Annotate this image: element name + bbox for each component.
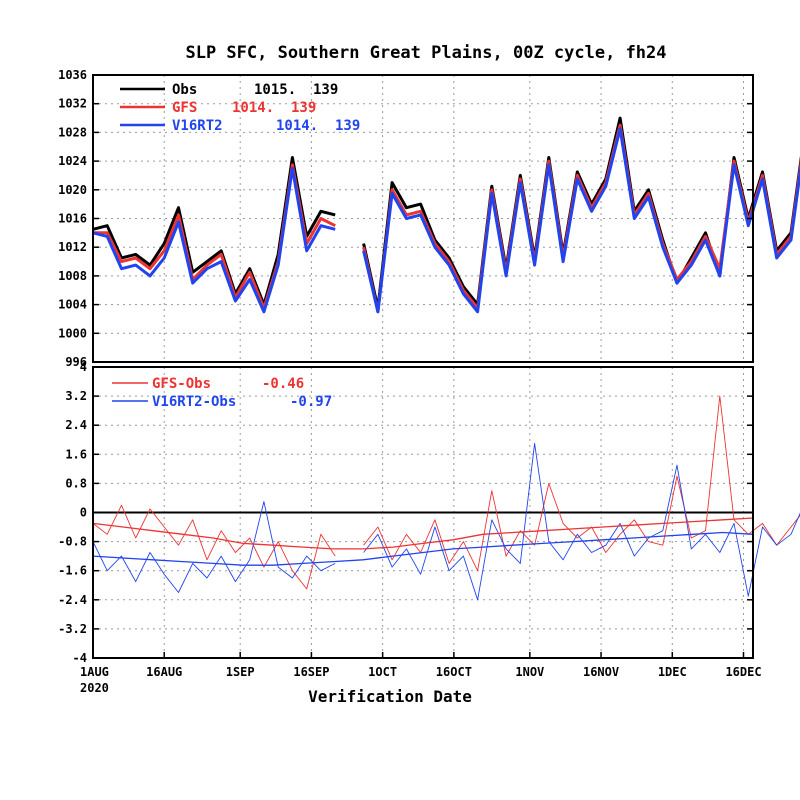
slp-y-tick-label: 1036 — [58, 68, 87, 82]
bias-legend: GFS-Obs -0.46 V16RT2-Obs -0.97 — [112, 376, 332, 410]
slp-y-tick-label: 1024 — [58, 154, 87, 168]
bias-y-tick-label: 4 — [80, 360, 87, 374]
x-tick-label: 16DEC — [725, 665, 761, 679]
series-line-v16rt2 — [92, 166, 336, 314]
slp-legend: Obs 1015. 139 GFS 1014. 139 V16RT2 1014.… — [120, 82, 360, 134]
slp-y-tick-label: 1000 — [58, 326, 87, 340]
bias-y-tick-label: 0 — [80, 506, 87, 520]
series-line-v16rt2 — [362, 127, 800, 314]
slp-y-tick-label: 996 — [65, 355, 87, 369]
bias-y-tick-label: -1.6 — [58, 564, 87, 578]
legend-stats-v16rt2-obs: -0.97 — [290, 394, 332, 410]
bias-y-tick-label: 2.4 — [65, 418, 87, 432]
slp-y-tick-label: 1016 — [58, 212, 87, 226]
series-line-obs — [92, 156, 336, 307]
slp-series — [92, 116, 800, 314]
legend-label-v16rt2-obs: V16RT2-Obs — [152, 394, 236, 410]
x-tick-label: 16NOV — [583, 665, 619, 679]
bias-y-ticks: -4 -3.2 -2.4 -1.6 -0.8 0 0.8 1.6 2.4 3.2 4 — [58, 360, 753, 665]
x-axis-ticks: 1AUG 16AUG 1SEP 16SEP 1OCT 16OCT 1NOV 16NOV 1DEC… — [80, 652, 762, 679]
x-tick-label: 1SEP — [226, 665, 255, 679]
x-tick-label: 16AUG — [146, 665, 182, 679]
series-line-gfs-obs-mean — [92, 517, 754, 550]
series-line-v16rt2-obs — [92, 501, 336, 593]
x-tick-label: 16OCT — [436, 665, 472, 679]
bias-y-tick-label: -2.4 — [58, 593, 87, 607]
series-line-v16rt2-obs — [363, 442, 800, 601]
x-tick-label: 1NOV — [515, 665, 544, 679]
bias-panel: -4 -3.2 -2.4 -1.6 -0.8 0 0.8 1.6 2.4 3.2 4 GFS-Obs… — [58, 360, 800, 665]
bias-y-tick-label: -3.2 — [58, 622, 87, 636]
chart-title: SLP SFC, Southern Great Plains, 00Z cycl… — [185, 43, 666, 63]
slp-y-tick-label: 1020 — [58, 183, 87, 197]
legend-label-v16rt2: V16RT2 — [172, 118, 223, 134]
legend-stats-obs: 1015. 139 — [254, 82, 338, 98]
slp-y-tick-label: 1032 — [58, 97, 87, 111]
x-axis-label: Verification Date — [308, 687, 472, 706]
bias-panel-frame — [92, 366, 754, 659]
legend-label-obs: Obs — [172, 82, 197, 98]
series-line-v16rt2-obs-mean — [92, 531, 754, 566]
legend-stats-v16rt2: 1014. 139 — [276, 118, 360, 134]
bias-y-tick-label: -0.8 — [58, 535, 87, 549]
series-line-gfs — [362, 123, 800, 314]
x-tick-label: 1AUG — [80, 665, 109, 679]
x-tick-label: 1DEC — [658, 665, 687, 679]
x-tick-label: 16SEP — [293, 665, 329, 679]
legend-stats-gfs: 1014. 139 — [232, 100, 316, 116]
legend-label-gfs: GFS — [172, 100, 197, 116]
x-year-label: 2020 — [80, 681, 109, 695]
slp-y-tick-label: 1008 — [58, 269, 87, 283]
slp-panel: 996 1000 1004 1008 1012 1016 1020 1024 1028 1032 1… — [58, 68, 800, 369]
slp-y-ticks: 996 1000 1004 1008 1012 1016 1020 1024 1028 1032 1… — [58, 68, 753, 369]
bias-y-tick-label: 1.6 — [65, 447, 87, 461]
slp-y-tick-label: 1028 — [58, 125, 87, 139]
slp-y-tick-label: 1004 — [58, 298, 87, 312]
legend-label-gfs-obs: GFS-Obs — [152, 376, 211, 392]
slp-panel-frame — [92, 74, 754, 363]
legend-stats-gfs-obs: -0.46 — [262, 376, 304, 392]
bias-y-tick-label: 0.8 — [65, 476, 87, 490]
bias-y-tick-label: -4 — [73, 651, 87, 665]
slp-y-tick-label: 1012 — [58, 240, 87, 254]
x-tick-label: 1OCT — [368, 665, 397, 679]
bias-series — [92, 395, 800, 601]
bias-y-tick-label: 3.2 — [65, 389, 87, 403]
series-line-obs — [362, 116, 800, 310]
